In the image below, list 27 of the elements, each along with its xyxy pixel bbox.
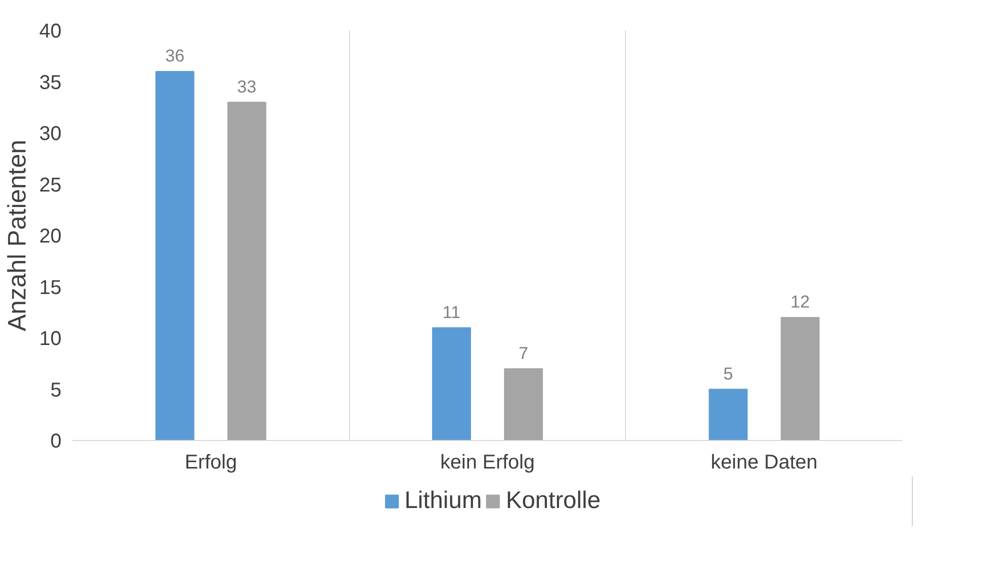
data-label: 12 <box>790 292 810 312</box>
y-tick-label: 40 <box>39 20 62 42</box>
y-tick-label: 35 <box>39 72 62 94</box>
bar <box>155 71 194 440</box>
bar <box>504 368 543 440</box>
x-tick-label: keine Daten <box>710 452 818 474</box>
bar <box>780 317 820 440</box>
x-tick-label: Erfolg <box>184 452 237 474</box>
y-tick-label: 0 <box>50 430 62 452</box>
data-label: 7 <box>518 342 528 363</box>
y-tick-label: 20 <box>39 226 62 248</box>
data-label: 33 <box>237 76 256 96</box>
y-tick-label: 5 <box>50 379 62 402</box>
x-tick-label: kein Erfolg <box>440 452 535 474</box>
y-tick-label: 30 <box>39 123 62 145</box>
bar <box>708 388 748 440</box>
data-label: 5 <box>723 363 734 384</box>
y-tick-label: 10 <box>39 328 62 350</box>
data-label: 11 <box>442 302 461 322</box>
bar <box>432 327 471 440</box>
y-axis-title: Anzahl Patienten <box>3 140 32 332</box>
legend-label: Kontrolle <box>506 487 601 515</box>
bar <box>227 102 266 440</box>
y-tick-label: 15 <box>39 276 62 299</box>
y-tick-label: 25 <box>39 174 62 196</box>
legend-label: Lithium <box>404 487 482 515</box>
data-label: 36 <box>165 46 185 66</box>
